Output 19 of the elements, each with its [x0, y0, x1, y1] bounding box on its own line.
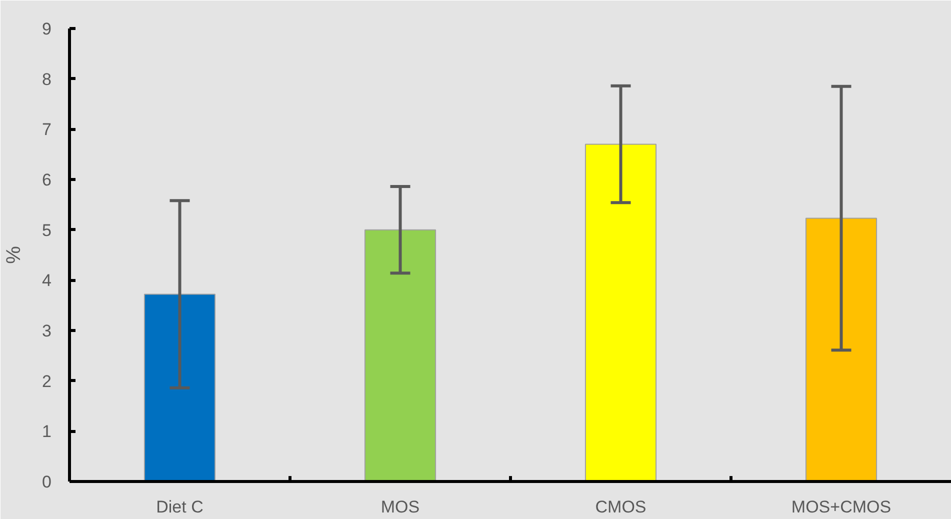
bar: [364, 229, 436, 482]
x-tick-label: MOS+CMOS: [791, 498, 892, 516]
y-tick-label: 0: [42, 472, 52, 492]
x-tick-label: Diet C: [156, 498, 204, 516]
y-tick-label: 3: [42, 322, 52, 340]
y-tick-label: 2: [42, 372, 52, 391]
bar: [144, 294, 216, 482]
y-tick-label: 8: [42, 70, 52, 89]
y-axis-title: %: [3, 246, 26, 264]
y-tick-label: 7: [42, 120, 52, 140]
y-tick-label: 9: [42, 20, 52, 38]
y-tick-label: 6: [42, 170, 52, 190]
y-tick-label: 4: [42, 271, 52, 290]
bar: [584, 144, 657, 482]
y-tick-label: 1: [42, 422, 52, 442]
x-tick-label: CMOS: [595, 498, 646, 516]
x-tick-label: MOS: [380, 498, 420, 516]
y-tick-label: 5: [42, 220, 52, 240]
bar: [805, 218, 878, 482]
